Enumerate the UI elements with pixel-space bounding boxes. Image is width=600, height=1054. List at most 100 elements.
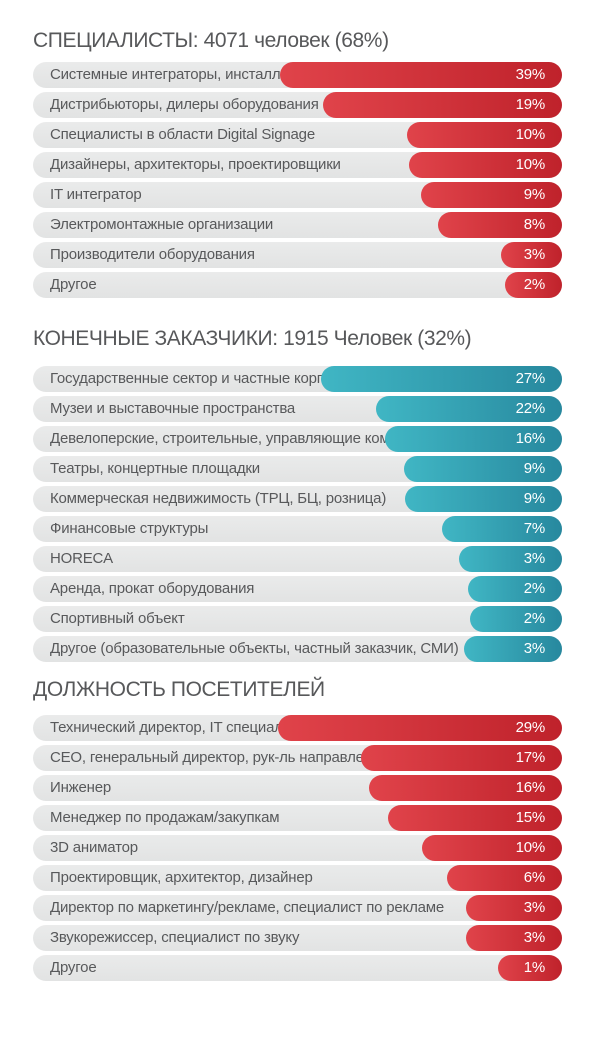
row-label: Другое (образовательные объекты, частный… bbox=[50, 640, 459, 657]
row-bar: 9% bbox=[405, 486, 562, 512]
chart-row: Другое (образовательные объекты, частный… bbox=[33, 636, 562, 662]
row-bar: 27% bbox=[321, 366, 562, 392]
row-bar: 2% bbox=[505, 272, 562, 298]
section-title: ДОЛЖНОСТЬ ПОСЕТИТЕЛЕЙ bbox=[33, 678, 325, 701]
rows: Государственные сектор и частные корпора… bbox=[33, 366, 562, 662]
row-label: IT интегратор bbox=[50, 186, 142, 203]
chart-row: Аренда, прокат оборудования 2% bbox=[33, 576, 562, 602]
row-value: 2% bbox=[523, 610, 545, 627]
chart-row: Дизайнеры, архитекторы, проектировщики 1… bbox=[33, 152, 562, 178]
row-bar: 3% bbox=[466, 895, 562, 921]
row-bar: 39% bbox=[280, 62, 562, 88]
section-title: СПЕЦИАЛИСТЫ: 4071 человек (68%) bbox=[33, 29, 389, 52]
chart-row: CEO, генеральный директор, рук-ль направ… bbox=[33, 745, 562, 771]
chart-row: Государственные сектор и частные корпора… bbox=[33, 366, 562, 392]
section-end-customers: КОНЕЧНЫЕ ЗАКАЗЧИКИ: 1915 Человек (32%) Г… bbox=[33, 328, 562, 662]
row-value: 9% bbox=[523, 490, 545, 507]
row-label: Спортивный объект bbox=[50, 610, 185, 627]
row-bar: 7% bbox=[442, 516, 562, 542]
row-bar: 9% bbox=[421, 182, 562, 208]
chart-row: Финансовые структуры 7% bbox=[33, 516, 562, 542]
row-value: 3% bbox=[523, 640, 545, 657]
row-label: Директор по маркетингу/рекламе, специали… bbox=[50, 899, 445, 916]
row-value: 9% bbox=[523, 460, 545, 477]
chart-row: Музеи и выставочные пространства 22% bbox=[33, 396, 562, 422]
section-visitor-positions: ДОЛЖНОСТЬ ПОСЕТИТЕЛЕЙ Технический директ… bbox=[33, 679, 562, 981]
row-label: Звукорежиссер, специалист по звуку bbox=[50, 929, 300, 946]
row-value: 9% bbox=[523, 186, 545, 203]
row-value: 1% bbox=[523, 959, 545, 976]
section-title: КОНЕЧНЫЕ ЗАКАЗЧИКИ: 1915 Человек (32%) bbox=[33, 327, 472, 350]
row-value: 19% bbox=[515, 96, 546, 113]
chart-row: Другое 1% bbox=[33, 955, 562, 981]
row-label: Дизайнеры, архитекторы, проектировщики bbox=[50, 156, 341, 173]
row-bar: 1% bbox=[498, 955, 562, 981]
row-value: 27% bbox=[515, 370, 546, 387]
row-bar: 3% bbox=[459, 546, 562, 572]
chart-row: Звукорежиссер, специалист по звуку 3% bbox=[33, 925, 562, 951]
row-label: Производители оборудования bbox=[50, 246, 255, 263]
row-label: Специалисты в области Digital Signage bbox=[50, 126, 315, 143]
chart-row: HORECA 3% bbox=[33, 546, 562, 572]
row-bar: 3% bbox=[464, 636, 562, 662]
chart-row: Менеджер по продажам/закупкам 15% bbox=[33, 805, 562, 831]
infographic: СПЕЦИАЛИСТЫ: 4071 человек (68%) Системны… bbox=[33, 30, 562, 981]
chart-row: Спортивный объект 2% bbox=[33, 606, 562, 632]
row-value: 10% bbox=[515, 156, 546, 173]
row-value: 2% bbox=[523, 276, 545, 293]
row-label: Другое bbox=[50, 959, 97, 976]
row-value: 10% bbox=[515, 839, 546, 856]
row-bar: 29% bbox=[278, 715, 562, 741]
row-value: 29% bbox=[515, 719, 546, 736]
chart-row: Производители оборудования 3% bbox=[33, 242, 562, 268]
chart-row: Технический директор, IT специалист 29% bbox=[33, 715, 562, 741]
row-bar: 22% bbox=[376, 396, 562, 422]
chart-row: Коммерческая недвижимость (ТРЦ, БЦ, розн… bbox=[33, 486, 562, 512]
row-bar: 3% bbox=[501, 242, 562, 268]
row-label: Другое bbox=[50, 276, 97, 293]
row-value: 8% bbox=[523, 216, 545, 233]
row-value: 10% bbox=[515, 126, 546, 143]
row-bar: 10% bbox=[409, 152, 562, 178]
row-bar: 2% bbox=[468, 576, 562, 602]
row-value: 3% bbox=[523, 246, 545, 263]
row-label: Аренда, прокат оборудования bbox=[50, 580, 255, 597]
row-value: 39% bbox=[515, 66, 546, 83]
row-label: Проектировщик, архитектор, дизайнер bbox=[50, 869, 313, 886]
section-specialists: СПЕЦИАЛИСТЫ: 4071 человек (68%) Системны… bbox=[33, 30, 562, 298]
row-value: 3% bbox=[523, 899, 545, 916]
row-bar: 19% bbox=[323, 92, 562, 118]
chart-row: Инженер 16% bbox=[33, 775, 562, 801]
row-bar: 9% bbox=[404, 456, 562, 482]
row-value: 2% bbox=[523, 580, 545, 597]
row-label: Театры, концертные площадки bbox=[50, 460, 260, 477]
row-bar: 16% bbox=[385, 426, 562, 452]
row-value: 3% bbox=[523, 550, 545, 567]
chart-row: Электромонтажные организации 8% bbox=[33, 212, 562, 238]
row-value: 22% bbox=[515, 400, 546, 417]
rows: Технический директор, IT специалист 29% … bbox=[33, 715, 562, 981]
chart-row: Другое 2% bbox=[33, 272, 562, 298]
chart-row: 3D аниматор 10% bbox=[33, 835, 562, 861]
row-value: 6% bbox=[523, 869, 545, 886]
row-bar: 3% bbox=[466, 925, 562, 951]
row-label: Дистрибьюторы, дилеры оборудования bbox=[50, 96, 319, 113]
row-value: 16% bbox=[515, 430, 546, 447]
row-bar: 15% bbox=[388, 805, 562, 831]
row-label: HORECA bbox=[50, 550, 113, 567]
row-value: 15% bbox=[515, 809, 546, 826]
row-label: CEO, генеральный директор, рук-ль направ… bbox=[50, 749, 388, 766]
row-bar: 6% bbox=[447, 865, 562, 891]
row-value: 16% bbox=[515, 779, 546, 796]
row-value: 3% bbox=[523, 929, 545, 946]
row-bar: 8% bbox=[438, 212, 562, 238]
row-label: Электромонтажные организации bbox=[50, 216, 274, 233]
row-label: Менеджер по продажам/закупкам bbox=[50, 809, 280, 826]
chart-row: Театры, концертные площадки 9% bbox=[33, 456, 562, 482]
row-label: Инженер bbox=[50, 779, 112, 796]
chart-row: Директор по маркетингу/рекламе, специали… bbox=[33, 895, 562, 921]
chart-row: IT интегратор 9% bbox=[33, 182, 562, 208]
chart-row: Системные интеграторы, инсталляторы 39% bbox=[33, 62, 562, 88]
row-bar: 2% bbox=[470, 606, 562, 632]
row-bar: 10% bbox=[422, 835, 562, 861]
